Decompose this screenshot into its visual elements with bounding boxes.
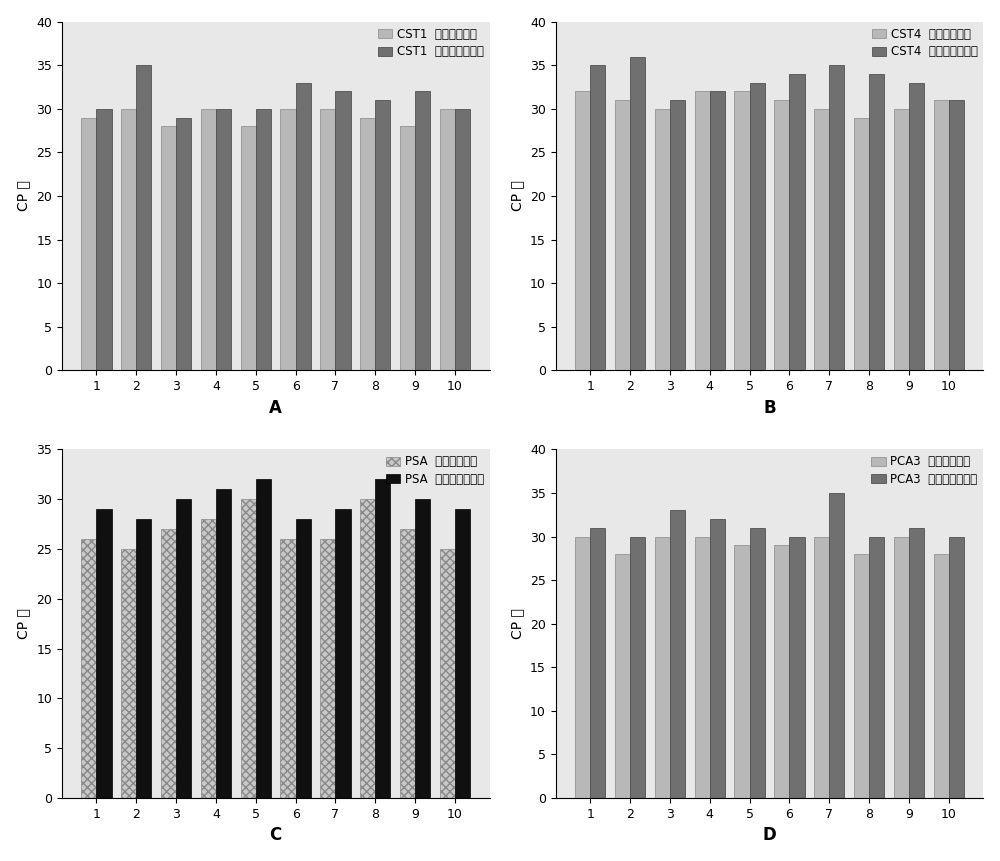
Bar bbox=[575, 536, 590, 798]
Bar bbox=[655, 536, 670, 798]
Bar bbox=[934, 100, 949, 370]
Bar bbox=[455, 108, 470, 370]
Bar bbox=[455, 509, 470, 798]
Bar bbox=[894, 108, 909, 370]
Bar bbox=[949, 100, 964, 370]
Bar bbox=[869, 74, 884, 370]
Bar bbox=[96, 509, 112, 798]
Bar bbox=[440, 549, 455, 798]
Bar bbox=[774, 545, 789, 798]
Bar bbox=[670, 511, 685, 798]
Bar bbox=[241, 127, 256, 370]
Bar bbox=[829, 65, 844, 370]
X-axis label: B: B bbox=[763, 399, 776, 417]
Bar bbox=[360, 499, 375, 798]
Bar bbox=[375, 100, 390, 370]
Bar bbox=[789, 536, 805, 798]
Bar bbox=[256, 108, 271, 370]
Bar bbox=[630, 57, 645, 370]
Legend: CST1  尿液特异探针, CST1  尿液非特异探针: CST1 尿液特异探针, CST1 尿液非特异探针 bbox=[376, 25, 486, 60]
Y-axis label: CP 値: CP 値 bbox=[510, 608, 524, 639]
Bar bbox=[296, 519, 311, 798]
Bar bbox=[894, 536, 909, 798]
Bar bbox=[201, 108, 216, 370]
Bar bbox=[320, 539, 335, 798]
Bar bbox=[81, 118, 96, 370]
Bar bbox=[909, 83, 924, 370]
Legend: PCA3  尿液特异探针, PCA3  尿液非特异探针: PCA3 尿液特异探针, PCA3 尿液非特异探针 bbox=[869, 453, 980, 488]
X-axis label: C: C bbox=[270, 827, 282, 845]
Bar bbox=[710, 91, 725, 370]
Bar bbox=[789, 74, 805, 370]
Bar bbox=[630, 536, 645, 798]
Bar bbox=[296, 83, 311, 370]
Bar bbox=[670, 100, 685, 370]
Bar bbox=[360, 118, 375, 370]
Bar bbox=[201, 519, 216, 798]
Bar bbox=[909, 528, 924, 798]
Bar bbox=[96, 108, 112, 370]
Bar bbox=[241, 499, 256, 798]
Bar bbox=[695, 536, 710, 798]
Bar bbox=[590, 65, 605, 370]
Bar bbox=[280, 539, 296, 798]
Bar bbox=[415, 91, 430, 370]
Y-axis label: CP 値: CP 値 bbox=[510, 181, 524, 212]
Bar bbox=[375, 480, 390, 798]
Bar bbox=[854, 554, 869, 798]
Bar bbox=[256, 480, 271, 798]
Bar bbox=[590, 528, 605, 798]
Bar bbox=[615, 100, 630, 370]
Bar bbox=[869, 536, 884, 798]
Bar bbox=[829, 493, 844, 798]
Bar bbox=[750, 83, 765, 370]
Bar bbox=[415, 499, 430, 798]
X-axis label: A: A bbox=[269, 399, 282, 417]
Bar bbox=[615, 554, 630, 798]
Bar bbox=[854, 118, 869, 370]
Bar bbox=[121, 549, 136, 798]
Bar bbox=[695, 91, 710, 370]
Bar bbox=[161, 529, 176, 798]
Bar bbox=[216, 489, 231, 798]
Bar bbox=[440, 108, 455, 370]
Bar bbox=[734, 545, 750, 798]
X-axis label: D: D bbox=[763, 827, 776, 845]
Bar bbox=[400, 127, 415, 370]
Bar bbox=[814, 108, 829, 370]
Bar bbox=[161, 127, 176, 370]
Bar bbox=[814, 536, 829, 798]
Bar bbox=[335, 509, 351, 798]
Bar bbox=[121, 108, 136, 370]
Bar bbox=[774, 100, 789, 370]
Y-axis label: CP 値: CP 値 bbox=[17, 608, 31, 639]
Bar bbox=[176, 118, 191, 370]
Bar bbox=[176, 499, 191, 798]
Bar bbox=[216, 108, 231, 370]
Bar bbox=[934, 554, 949, 798]
Bar bbox=[575, 91, 590, 370]
Bar bbox=[335, 91, 351, 370]
Y-axis label: CP 値: CP 値 bbox=[17, 181, 31, 212]
Bar bbox=[136, 519, 151, 798]
Bar bbox=[320, 108, 335, 370]
Bar bbox=[734, 91, 750, 370]
Legend: CST4  尿液特异探针, CST4  尿液非特异探针: CST4 尿液特异探针, CST4 尿液非特异探针 bbox=[869, 25, 980, 60]
Bar bbox=[400, 529, 415, 798]
Bar bbox=[280, 108, 296, 370]
Bar bbox=[710, 519, 725, 798]
Legend: PSA  尿液特异探针, PSA  尿液非特异探针: PSA 尿液特异探针, PSA 尿液非特异探针 bbox=[383, 453, 486, 488]
Bar bbox=[136, 65, 151, 370]
Bar bbox=[750, 528, 765, 798]
Bar bbox=[949, 536, 964, 798]
Bar bbox=[655, 108, 670, 370]
Bar bbox=[81, 539, 96, 798]
